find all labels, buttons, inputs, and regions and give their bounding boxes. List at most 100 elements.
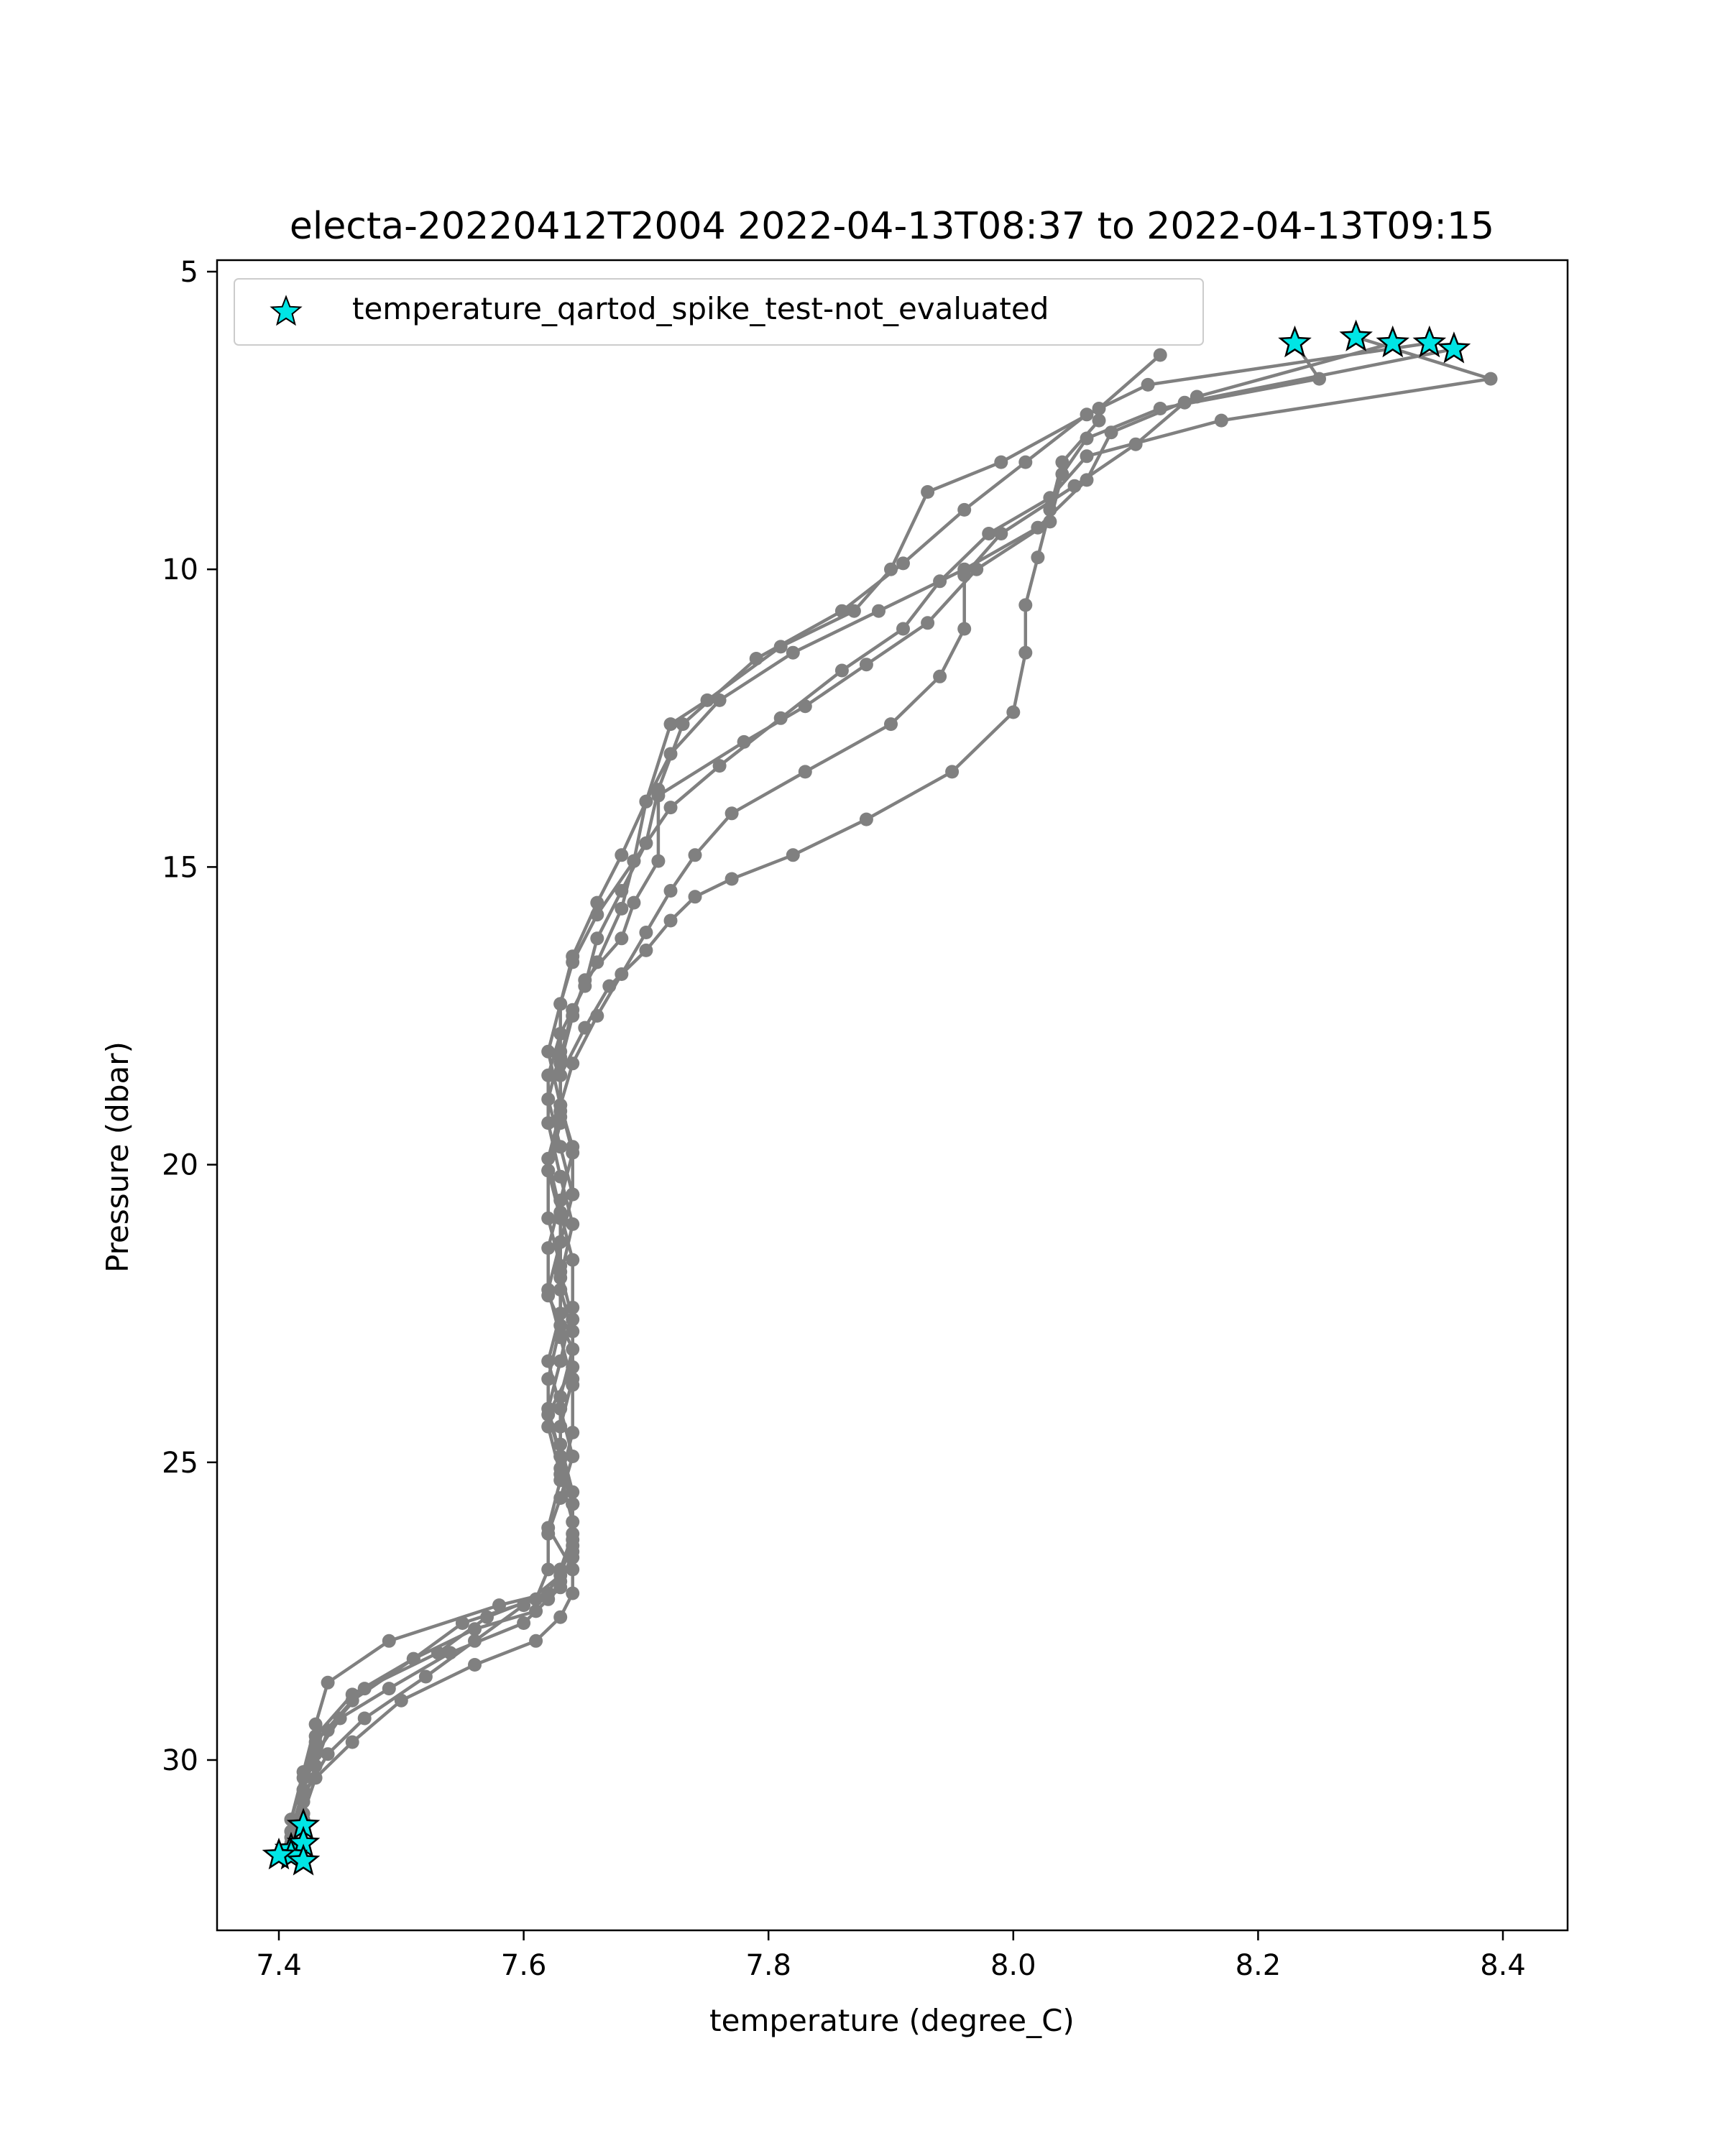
data-point (896, 622, 910, 636)
data-point (994, 527, 1008, 540)
data-point (553, 1568, 568, 1583)
data-point (651, 854, 666, 868)
data-point (541, 1211, 556, 1225)
data-point (872, 604, 886, 618)
data-point (553, 997, 568, 1011)
data-point (688, 890, 702, 904)
data-point (834, 663, 849, 678)
data-point (639, 943, 653, 957)
data-point (566, 1533, 580, 1547)
data-point (1141, 377, 1155, 392)
data-point (639, 794, 653, 808)
data-point (957, 568, 972, 582)
data-point (357, 1711, 372, 1726)
data-point (308, 1735, 323, 1749)
data-point (553, 1116, 568, 1130)
data-point (651, 783, 666, 797)
data-point (578, 979, 592, 993)
data-point (859, 812, 873, 826)
data-point (1043, 502, 1057, 517)
data-point (615, 848, 629, 862)
data-point (1214, 413, 1228, 428)
data-point (566, 1378, 580, 1392)
data-point (1177, 395, 1192, 410)
data-point (1104, 425, 1118, 440)
data-point (1018, 598, 1033, 612)
flagged-point (1376, 325, 1409, 358)
data-point (847, 604, 861, 618)
data-point (517, 1616, 531, 1630)
data-point (541, 1092, 556, 1106)
data-point (957, 622, 972, 636)
data-point (553, 1169, 568, 1184)
y-tick-label: 30 (162, 1744, 198, 1777)
data-point (688, 848, 702, 862)
y-axis-label: Pressure (dbar) (100, 1041, 135, 1273)
y-axis-ticks: 5 10 15 20 25 30 (162, 256, 217, 1777)
data-point (566, 955, 580, 969)
data-point (627, 854, 641, 868)
data-point (663, 884, 678, 898)
data-point (798, 765, 812, 779)
data-point (615, 884, 629, 898)
data-point (308, 1771, 323, 1785)
data-point (308, 1717, 323, 1731)
data-point (1006, 705, 1021, 719)
flagged-point (1412, 325, 1447, 358)
data-point (1484, 372, 1498, 386)
data-point (541, 1283, 556, 1297)
data-point (773, 711, 788, 725)
data-point (468, 1658, 482, 1672)
data-point (566, 1300, 580, 1314)
data-point (590, 895, 604, 910)
data-point (982, 527, 996, 540)
flagged-point (1437, 331, 1471, 364)
data-point (1092, 413, 1106, 428)
flagged-point (286, 1843, 321, 1876)
legend-entry-label: temperature_qartod_spike_test-not_evalua… (352, 291, 1049, 326)
data-point (553, 1193, 568, 1207)
data-point (541, 1592, 556, 1606)
data-point (418, 1669, 433, 1684)
data-point (859, 658, 873, 672)
data-point (566, 1450, 580, 1463)
data-point (921, 485, 935, 499)
data-point (541, 1354, 556, 1368)
series-layer (284, 330, 1498, 1869)
x-tick-label: 8.0 (990, 1949, 1036, 1982)
data-point (529, 1592, 543, 1606)
data-point (553, 1258, 568, 1273)
data-point (394, 1693, 408, 1708)
data-point (553, 1068, 568, 1082)
data-point (615, 931, 629, 946)
data-point (566, 1253, 580, 1267)
data-point (724, 872, 739, 886)
data-point (541, 1419, 556, 1434)
data-point (590, 908, 604, 922)
x-tick-label: 8.2 (1236, 1949, 1282, 1982)
legend: temperature_qartod_spike_test-not_evalua… (234, 278, 1204, 346)
data-point (566, 1497, 580, 1511)
data-point (566, 1425, 580, 1439)
data-point (884, 717, 898, 732)
data-point (553, 1140, 568, 1154)
data-point (553, 1044, 568, 1059)
data-point (663, 913, 678, 928)
x-tick-label: 8.4 (1480, 1949, 1526, 1982)
data-point (357, 1682, 372, 1696)
data-point (933, 669, 947, 683)
y-tick-label: 25 (162, 1447, 198, 1480)
data-point (541, 1044, 556, 1059)
data-point (321, 1747, 335, 1761)
x-tick-label: 7.4 (256, 1949, 302, 1982)
data-point (406, 1651, 420, 1666)
data-point (553, 1330, 568, 1345)
data-point (382, 1682, 396, 1696)
data-point (566, 1325, 580, 1339)
data-point (884, 562, 898, 576)
data-point (553, 1401, 568, 1416)
data-point (529, 1634, 543, 1648)
data-point (1055, 455, 1070, 469)
data-point (1031, 550, 1045, 565)
data-point (712, 693, 727, 707)
